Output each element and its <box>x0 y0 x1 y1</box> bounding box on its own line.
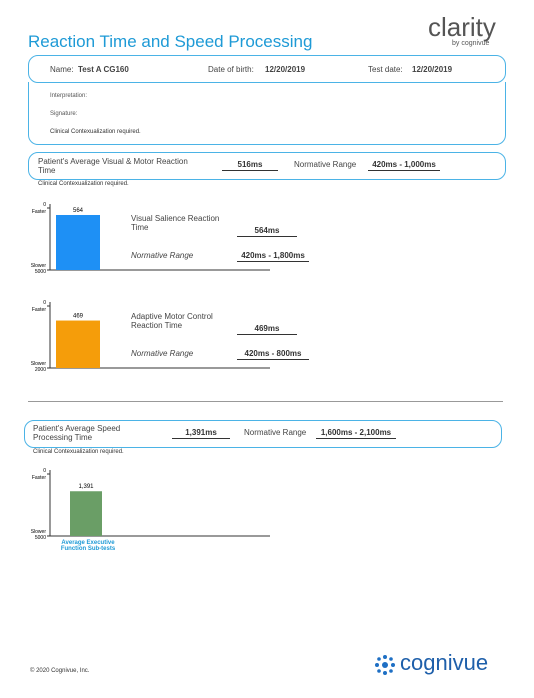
metric-value: 469ms <box>237 324 297 335</box>
test-date: 12/20/2019 <box>412 65 453 74</box>
title: Reaction Time and Speed Processing <box>28 32 313 51</box>
value-label: 469 <box>73 314 84 320</box>
note: Clinical Contexualization required. <box>50 129 141 135</box>
value-label: 564 <box>73 208 84 214</box>
patient-box <box>28 55 506 83</box>
dob: 12/20/2019 <box>265 65 306 74</box>
range-label: Normative Range <box>131 251 194 260</box>
metric-label: Adaptive Motor Control Reaction Time <box>131 312 213 330</box>
category-label: Average Executive Function Sub-tests <box>60 540 116 552</box>
range: 420ms - 800ms <box>237 349 309 360</box>
range: 1,600ms - 2,100ms <box>316 428 396 439</box>
logo: clarity <box>428 12 496 42</box>
signature: Signature: <box>50 111 78 117</box>
metric-value: 564ms <box>237 226 297 237</box>
y-tick-label: 5000 <box>35 535 46 541</box>
divider <box>28 401 503 402</box>
y-tick-label: 5000 <box>35 269 46 275</box>
summary-value: 516ms <box>222 160 278 171</box>
axis-bottom-label: Slower <box>31 529 47 535</box>
range-label: Normative Range <box>294 160 357 169</box>
bar <box>70 491 102 536</box>
interpretation: Interpretation: <box>50 93 88 99</box>
summary-box <box>28 152 506 180</box>
axis-top-label: Faster <box>32 475 47 481</box>
range-label: Normative Range <box>244 428 307 437</box>
logo-dots <box>375 655 395 675</box>
test-date-label: Test date: <box>368 65 403 74</box>
y-tick-label: 2000 <box>35 367 46 373</box>
axis-bottom-label: Slower <box>31 361 47 367</box>
notes-box <box>28 82 506 145</box>
note: Clinical Contexualization required. <box>33 449 124 455</box>
y-tick-label: 0 <box>43 468 46 474</box>
range-label: Normative Range <box>131 349 194 358</box>
axis-bottom-label: Slower <box>31 263 47 269</box>
y-tick-label: 0 <box>43 202 46 208</box>
axis-top-label: Faster <box>32 209 47 215</box>
range: 420ms - 1,000ms <box>368 160 440 171</box>
name-label: Name: <box>50 65 74 74</box>
summary-label: Patient's Average Visual & Motor Reactio… <box>38 157 188 175</box>
range: 420ms - 1,800ms <box>237 251 309 262</box>
note: Clinical Contexualization required. <box>38 181 129 187</box>
bar <box>56 214 100 270</box>
y-tick-label: 0 <box>43 300 46 306</box>
dob-label: Date of birth: <box>208 65 254 74</box>
copyright: © 2020 Cognivue, Inc. <box>30 668 90 674</box>
name: Test A CG160 <box>78 65 129 74</box>
axis-top-label: Faster <box>32 307 47 313</box>
logo-sub: by cognivue <box>452 40 490 47</box>
summary-label: Patient's Average Speed Processing Time <box>33 424 121 442</box>
bar-chart: 0 5000 Faster Slower 1,391 <box>31 468 270 541</box>
metric-label: Visual Salience Reaction Time <box>131 214 220 232</box>
footer-logo: cognivue <box>400 650 489 675</box>
value-label: 1,391 <box>78 484 94 490</box>
bar-chart: 0 5000 Faster Slower 564 <box>31 202 270 275</box>
summary-box <box>24 420 502 448</box>
summary-value: 1,391ms <box>172 428 230 439</box>
bar <box>56 320 100 368</box>
bar-chart: 0 2000 Faster Slower 469 <box>31 300 270 373</box>
